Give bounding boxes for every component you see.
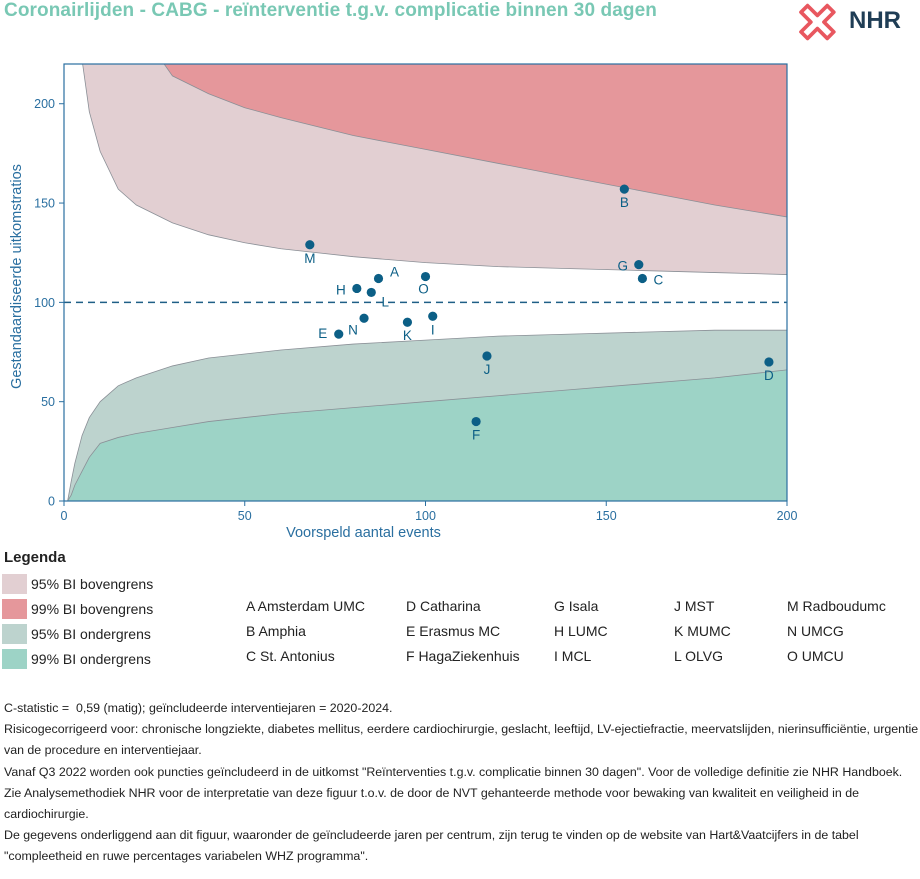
data-label-j: J: [484, 362, 491, 377]
data-label-o: O: [418, 282, 429, 297]
data-label-a: A: [390, 265, 399, 280]
legend-item: 95% BI ondergrens: [2, 623, 151, 645]
center-item: K MUMC: [674, 623, 731, 639]
band-upper99: [164, 64, 787, 217]
notes: C-statistic = 0,59 (matig); geïncludeerd…: [4, 698, 920, 868]
data-point-j: [482, 351, 492, 361]
data-point-n: [359, 313, 369, 323]
note-line: Vanaf Q3 2022 worden ook puncties geïncl…: [4, 764, 903, 779]
note-line: C-statistic = 0,59 (matig); geïncludeerd…: [4, 701, 393, 715]
y-tick-label: 50: [41, 395, 55, 409]
data-point-b: [619, 184, 629, 194]
data-label-n: N: [348, 322, 358, 337]
nhr-logo-icon: [799, 3, 836, 41]
y-tick-label: 0: [48, 495, 55, 509]
legend-title: Legenda: [4, 549, 66, 566]
legend-swatch: [2, 624, 27, 644]
data-label-d: D: [764, 368, 774, 383]
boundary-lower95: [67, 329, 787, 501]
center-item: E Erasmus MC: [406, 623, 501, 639]
data-label-f: F: [472, 428, 480, 443]
x-tick-label: 0: [61, 509, 68, 523]
legend-label: 95% BI bovengrens: [31, 576, 154, 592]
center-item: H LUMC: [554, 623, 608, 639]
y-tick-label: 150: [34, 197, 55, 211]
boundary-upper99: [163, 64, 787, 218]
data-point-h: [352, 283, 362, 294]
data-label-l: L: [382, 294, 390, 309]
center-item: A Amsterdam UMC: [246, 598, 366, 614]
data-point-c: [637, 273, 648, 284]
center-item: O UMCU: [787, 648, 844, 664]
data-label-b: B: [620, 195, 629, 210]
data-label-i: I: [431, 322, 435, 337]
center-item: J MST: [674, 598, 715, 614]
legend-swatch: [2, 649, 27, 669]
data-label-c: C: [654, 273, 664, 288]
x-tick-label: 50: [238, 509, 252, 523]
center-item: M Radboudumc: [787, 598, 886, 614]
data-point-o: [420, 271, 431, 282]
legend-item: 95% BI bovengrens: [2, 573, 153, 595]
y-tick-label: 200: [34, 97, 55, 111]
data-label-m: M: [304, 251, 315, 266]
data-point-d: [764, 357, 774, 367]
data-point-f: [471, 416, 481, 427]
data-point-m: [305, 240, 315, 250]
note-line: Risicogecorrigeerd voor: chronische long…: [4, 722, 919, 758]
data-point-g: [634, 260, 644, 270]
boundary-upper95: [82, 64, 787, 275]
data-label-g: G: [618, 259, 629, 274]
y-axis-label: Gestandaardiseerde uitkomstratios: [9, 164, 25, 389]
legend-label: 99% BI ondergrens: [31, 651, 151, 667]
data-point-e: [334, 329, 344, 339]
center-item: I MCL: [554, 648, 592, 664]
legend-item: 99% BI ondergrens: [2, 648, 151, 670]
legend-swatch: [2, 599, 27, 619]
legend-label: 99% BI bovengrens: [31, 601, 154, 617]
x-tick-label: 150: [596, 509, 617, 523]
logo-text: NHR: [849, 7, 901, 34]
data-point-l: [366, 287, 376, 298]
note-line: De gegevens onderliggend aan dit figuur,…: [4, 828, 863, 864]
legend-label: 95% BI ondergrens: [31, 626, 151, 642]
center-item: C St. Antonius: [246, 648, 335, 664]
center-item: L OLVG: [674, 648, 724, 664]
data-label-e: E: [318, 326, 327, 341]
center-item: N UMCG: [787, 623, 844, 639]
scatter-chart: 0 50 100 150 200 0 50 100 150 200 Voorspeld aantal…: [9, 63, 798, 541]
x-axis-label: Voorspeld aantal events: [286, 525, 441, 541]
data-label-h: H: [336, 282, 346, 297]
data-label-k: K: [403, 328, 412, 343]
center-item: F HagaZiekenhuis: [406, 648, 520, 664]
y-tick-label: 100: [34, 296, 55, 310]
legend-swatch: [2, 574, 27, 594]
data-point-k: [402, 317, 413, 327]
boundary-lower99: [67, 369, 787, 501]
x-tick-label: 200: [777, 509, 798, 523]
center-item: B Amphia: [246, 623, 306, 639]
x-tick-label: 100: [415, 509, 436, 523]
data-point-i: [428, 311, 438, 321]
page-title: Coronairlijden - CABG - reïnterventie t.…: [4, 0, 657, 21]
legend-item: 99% BI bovengrens: [2, 598, 153, 620]
band-lower99: [67, 369, 787, 501]
center-item: D Catharina: [406, 598, 481, 614]
note-line: Zie Analysemethodiek NHR voor de interpr…: [4, 785, 863, 822]
center-item: G Isala: [554, 598, 599, 614]
data-point-a: [373, 273, 384, 284]
